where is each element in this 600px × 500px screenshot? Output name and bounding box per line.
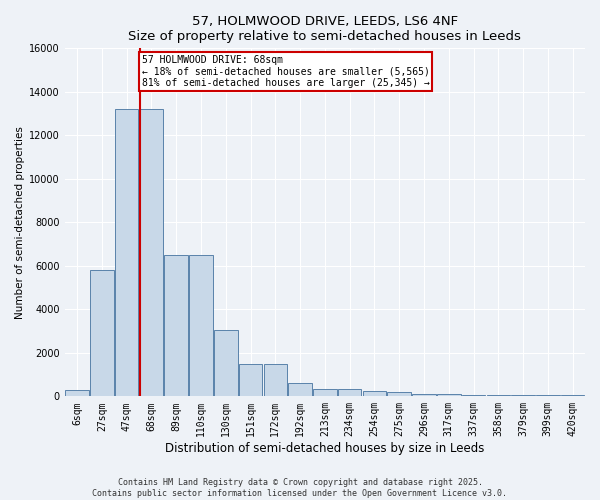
Title: 57, HOLMWOOD DRIVE, LEEDS, LS6 4NF
Size of property relative to semi-detached ho: 57, HOLMWOOD DRIVE, LEEDS, LS6 4NF Size … — [128, 15, 521, 43]
Bar — [511, 395, 535, 396]
Bar — [362, 391, 386, 396]
Bar — [263, 364, 287, 396]
Bar — [65, 390, 89, 396]
Text: Contains HM Land Registry data © Crown copyright and database right 2025.
Contai: Contains HM Land Registry data © Crown c… — [92, 478, 508, 498]
Bar — [462, 394, 485, 396]
Bar — [388, 392, 411, 396]
Bar — [289, 384, 312, 396]
Bar — [536, 395, 560, 396]
Bar — [239, 364, 262, 396]
X-axis label: Distribution of semi-detached houses by size in Leeds: Distribution of semi-detached houses by … — [165, 442, 485, 455]
Bar — [214, 330, 238, 396]
Bar — [164, 255, 188, 396]
Bar — [412, 394, 436, 396]
Text: 57 HOLMWOOD DRIVE: 68sqm
← 18% of semi-detached houses are smaller (5,565)
81% o: 57 HOLMWOOD DRIVE: 68sqm ← 18% of semi-d… — [142, 55, 430, 88]
Bar — [115, 109, 139, 397]
Bar — [90, 270, 114, 396]
Bar — [338, 390, 361, 396]
Y-axis label: Number of semi-detached properties: Number of semi-detached properties — [15, 126, 25, 319]
Bar — [189, 255, 213, 396]
Bar — [140, 109, 163, 397]
Bar — [437, 394, 461, 396]
Bar — [487, 395, 510, 396]
Bar — [313, 388, 337, 396]
